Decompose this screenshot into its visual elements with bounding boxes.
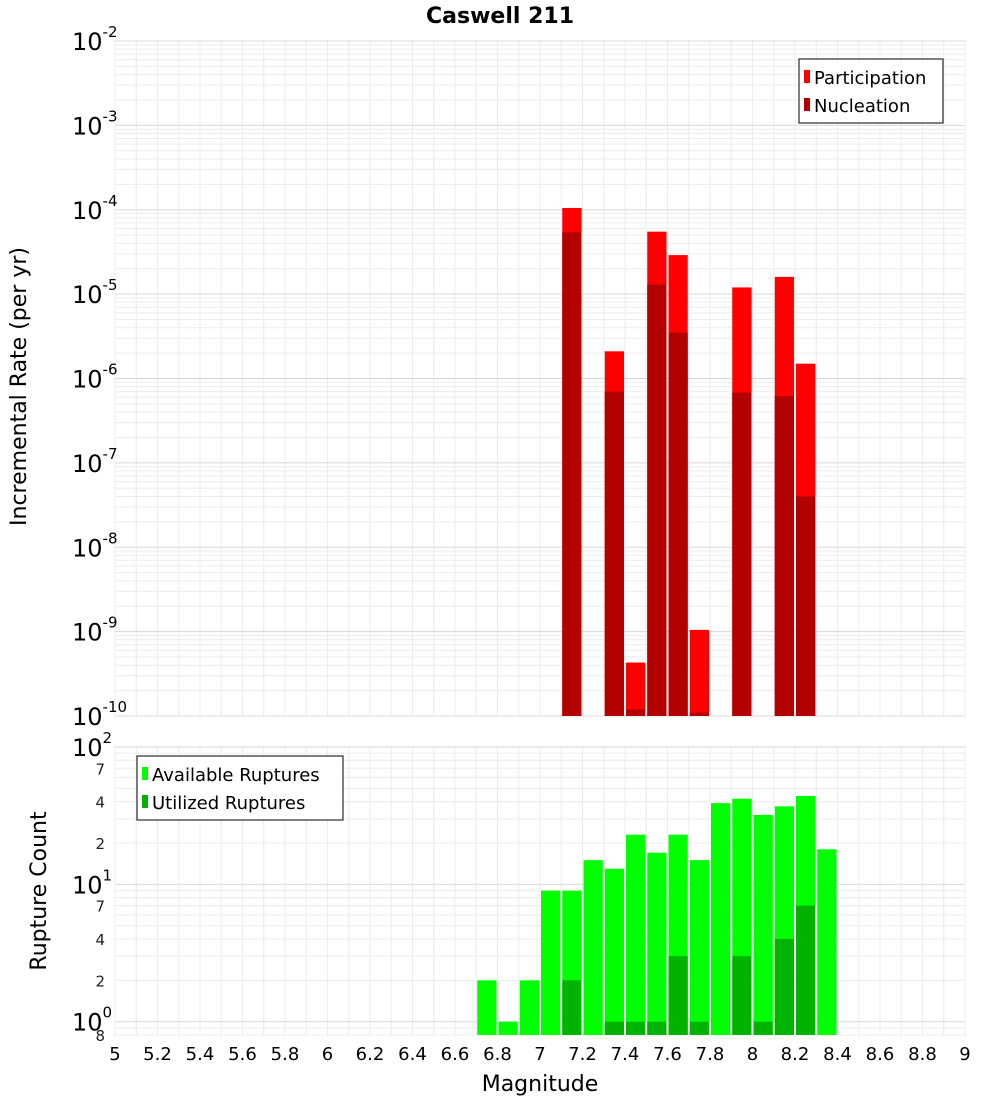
legend-label: Participation xyxy=(814,68,926,89)
x-tick-label: 9 xyxy=(959,1044,970,1065)
x-tick-label: 8.2 xyxy=(781,1044,810,1065)
x-tick-labels: 5 5.2 5.4 5.6 5.8 6 6.2 6.4 6.6 6.8 7 7.2 7.4 7.6 7.8 8… xyxy=(109,1044,970,1065)
x-tick-label: 6 xyxy=(322,1044,333,1065)
bar-nucleation xyxy=(604,391,624,716)
count-panel: 102 101 100 7 4 2 7 4 2 8 5 5.2 5.4 5.6 5.8 6 6.2 6.4 6.6… xyxy=(27,729,971,1097)
rate-y-tick-label: 10-5 xyxy=(72,276,118,309)
bar-nucleation xyxy=(774,396,794,716)
x-tick-label: 6.4 xyxy=(398,1044,427,1065)
bar-available-ruptures xyxy=(626,834,646,1035)
bar-available-ruptures xyxy=(541,890,561,1035)
rate-bars xyxy=(562,207,816,716)
count-y-minor-tick-label: 8 xyxy=(95,1027,105,1045)
rate-panel: 10-2 10-3 10-4 10-5 10-6 10-7 10-8 10-9 10-10 In… xyxy=(7,23,966,731)
bar-utilized-ruptures xyxy=(732,956,752,1035)
count-y-minor-tick-label: 4 xyxy=(95,931,105,949)
count-y-axis-label: Rupture Count xyxy=(27,811,52,971)
bar-utilized-ruptures xyxy=(604,1021,624,1035)
bar-utilized-ruptures xyxy=(689,1021,709,1035)
legend-label: Utilized Ruptures xyxy=(152,793,305,814)
x-tick-label: 6.8 xyxy=(483,1044,512,1065)
x-tick-label: 5.4 xyxy=(186,1044,215,1065)
rate-y-tick-label: 10-10 xyxy=(72,698,127,731)
count-y-tick-labels: 102 101 100 7 4 2 7 4 2 8 xyxy=(72,729,112,1045)
bar-utilized-ruptures xyxy=(647,1021,667,1035)
x-tick-label: 5.2 xyxy=(143,1044,172,1065)
rate-y-tick-label: 10-3 xyxy=(72,107,118,140)
x-tick-label: 5 xyxy=(109,1044,120,1065)
bar-available-ruptures xyxy=(583,860,603,1035)
x-tick-label: 7.6 xyxy=(653,1044,682,1065)
bar-nucleation xyxy=(796,496,816,716)
x-tick-label: 7.8 xyxy=(696,1044,725,1065)
bar-utilized-ruptures xyxy=(562,980,582,1035)
bar-available-ruptures xyxy=(711,803,731,1035)
bar-nucleation xyxy=(668,332,688,716)
x-tick-label: 6.6 xyxy=(441,1044,470,1065)
x-tick-label: 7 xyxy=(534,1044,545,1065)
legend-swatch xyxy=(804,98,810,111)
bar-available-ruptures xyxy=(689,860,709,1035)
rate-y-tick-label: 10-8 xyxy=(72,529,118,562)
x-tick-label: 8.8 xyxy=(908,1044,937,1065)
legend-swatch xyxy=(142,767,148,780)
bar-available-ruptures xyxy=(647,852,667,1035)
rate-y-tick-labels: 10-2 10-3 10-4 10-5 10-6 10-7 10-8 10-9 10-10 xyxy=(72,23,127,731)
chart-title: Caswell 211 xyxy=(426,4,574,29)
legend-label: Available Ruptures xyxy=(152,765,320,786)
rate-grid xyxy=(114,40,966,717)
bar-available-ruptures xyxy=(498,1021,518,1035)
bar-participation xyxy=(689,629,709,716)
bar-available-ruptures xyxy=(753,814,773,1035)
bar-utilized-ruptures xyxy=(626,1021,646,1035)
x-tick-label: 7.2 xyxy=(568,1044,597,1065)
rate-legend: Participation Nucleation xyxy=(798,58,944,124)
bar-utilized-ruptures xyxy=(796,905,816,1035)
rate-y-tick-label: 10-7 xyxy=(72,445,118,478)
count-y-minor-tick-label: 7 xyxy=(95,898,105,916)
count-y-minor-tick-label: 4 xyxy=(95,794,105,812)
legend-swatch xyxy=(142,795,148,808)
count-legend: Available Ruptures Utilized Ruptures xyxy=(136,755,344,821)
legend-box xyxy=(798,58,944,124)
bar-available-ruptures xyxy=(477,980,497,1035)
x-tick-label: 5.6 xyxy=(228,1044,257,1065)
rate-y-tick-label: 10-2 xyxy=(72,23,118,56)
x-tick-label: 7.4 xyxy=(611,1044,640,1065)
rate-y-tick-label: 10-4 xyxy=(72,192,118,225)
rate-y-tick-label: 10-9 xyxy=(72,614,118,647)
bar-nucleation xyxy=(647,284,667,716)
bar-nucleation xyxy=(626,709,646,716)
legend-label: Nucleation xyxy=(814,96,910,117)
x-tick-label: 8.6 xyxy=(866,1044,895,1065)
bar-utilized-ruptures xyxy=(668,956,688,1035)
bar-nucleation xyxy=(732,392,752,716)
legend-box xyxy=(136,755,344,821)
bar-nucleation xyxy=(562,232,582,716)
bar-participation xyxy=(626,662,646,716)
count-y-minor-tick-label: 2 xyxy=(95,972,105,990)
x-tick-label: 8 xyxy=(747,1044,758,1065)
bar-available-ruptures xyxy=(604,868,624,1035)
count-y-tick-label: 102 xyxy=(72,729,112,762)
bar-available-ruptures xyxy=(817,849,837,1035)
rate-y-tick-label: 10-6 xyxy=(72,361,118,394)
legend-swatch xyxy=(804,70,810,83)
x-axis-label: Magnitude xyxy=(482,1072,599,1097)
rate-y-axis-label: Incremental Rate (per yr) xyxy=(7,247,32,526)
count-y-minor-tick-label: 7 xyxy=(95,760,105,778)
count-bars xyxy=(477,795,837,1035)
x-tick-label: 6.2 xyxy=(356,1044,385,1065)
count-y-tick-label: 101 xyxy=(72,866,112,899)
count-y-minor-tick-label: 2 xyxy=(95,835,105,853)
bar-utilized-ruptures xyxy=(753,1021,773,1035)
bar-nucleation xyxy=(689,712,709,716)
bar-available-ruptures xyxy=(519,980,539,1035)
bar-utilized-ruptures xyxy=(774,939,794,1035)
x-tick-label: 8.4 xyxy=(823,1044,852,1065)
count-y-tick-label: 100 xyxy=(72,1004,112,1037)
x-tick-label: 5.8 xyxy=(271,1044,300,1065)
